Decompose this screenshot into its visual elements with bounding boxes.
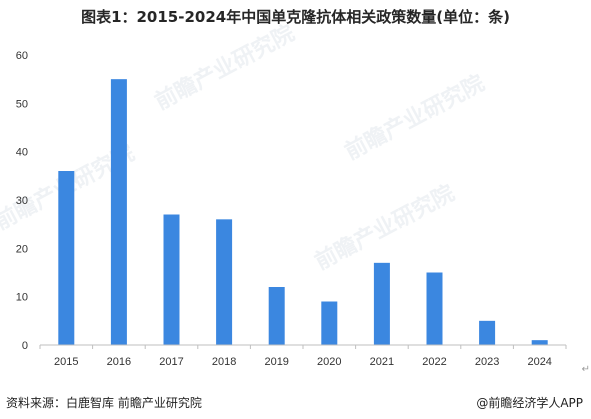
- watermark-2: 前瞻产业研究院: [341, 70, 489, 165]
- brand-credit: @前瞻经济学人APP: [476, 396, 583, 410]
- bar-2024: [531, 340, 548, 345]
- x-tick-label: 2023: [475, 356, 499, 368]
- bar-2019: [268, 287, 285, 345]
- bar-2023: [479, 320, 496, 345]
- x-tick-label: 2024: [527, 356, 551, 368]
- bar-2021: [373, 262, 390, 345]
- x-tick-label: 2020: [317, 356, 341, 368]
- watermark-4: 前瞻产业研究院: [311, 180, 459, 275]
- y-tick-label: 20: [16, 243, 28, 255]
- y-tick-label: 60: [16, 50, 28, 62]
- x-tick-label: 2015: [54, 356, 78, 368]
- chart-title: 图表1：2015-2024年中国单克隆抗体相关政策数量(单位：条): [81, 8, 510, 26]
- y-tick-label: 10: [16, 292, 28, 304]
- x-tick-label: 2017: [159, 356, 183, 368]
- y-axis-ticks: 0 10 20 30 40 50 60: [16, 50, 28, 352]
- x-axis-ticks: 2015 2016 2017 2018 2019 2020 2021 2022 2023 2024: [39, 345, 567, 368]
- x-tick-label: 2016: [107, 356, 131, 368]
- x-tick-label: 2018: [212, 356, 236, 368]
- bar-2016: [110, 79, 127, 346]
- y-tick-label: 40: [16, 147, 28, 159]
- y-tick-label: 30: [16, 195, 28, 207]
- bar-2017: [163, 214, 180, 345]
- source-note: 资料来源：白鹿智库 前瞻产业研究院: [6, 396, 202, 410]
- bar-2022: [426, 272, 443, 345]
- bar-2015: [58, 171, 75, 345]
- y-tick-label: 0: [22, 340, 28, 352]
- x-tick-label: 2021: [370, 356, 394, 368]
- watermark-1: 前瞻产业研究院: [151, 20, 299, 115]
- x-tick-label: 2019: [264, 356, 288, 368]
- y-tick-label: 50: [16, 98, 28, 110]
- bar-2020: [321, 301, 338, 345]
- x-tick-label: 2022: [422, 356, 446, 368]
- bar-2018: [216, 219, 233, 345]
- return-icon: ↵: [581, 364, 590, 375]
- bars: [58, 79, 548, 346]
